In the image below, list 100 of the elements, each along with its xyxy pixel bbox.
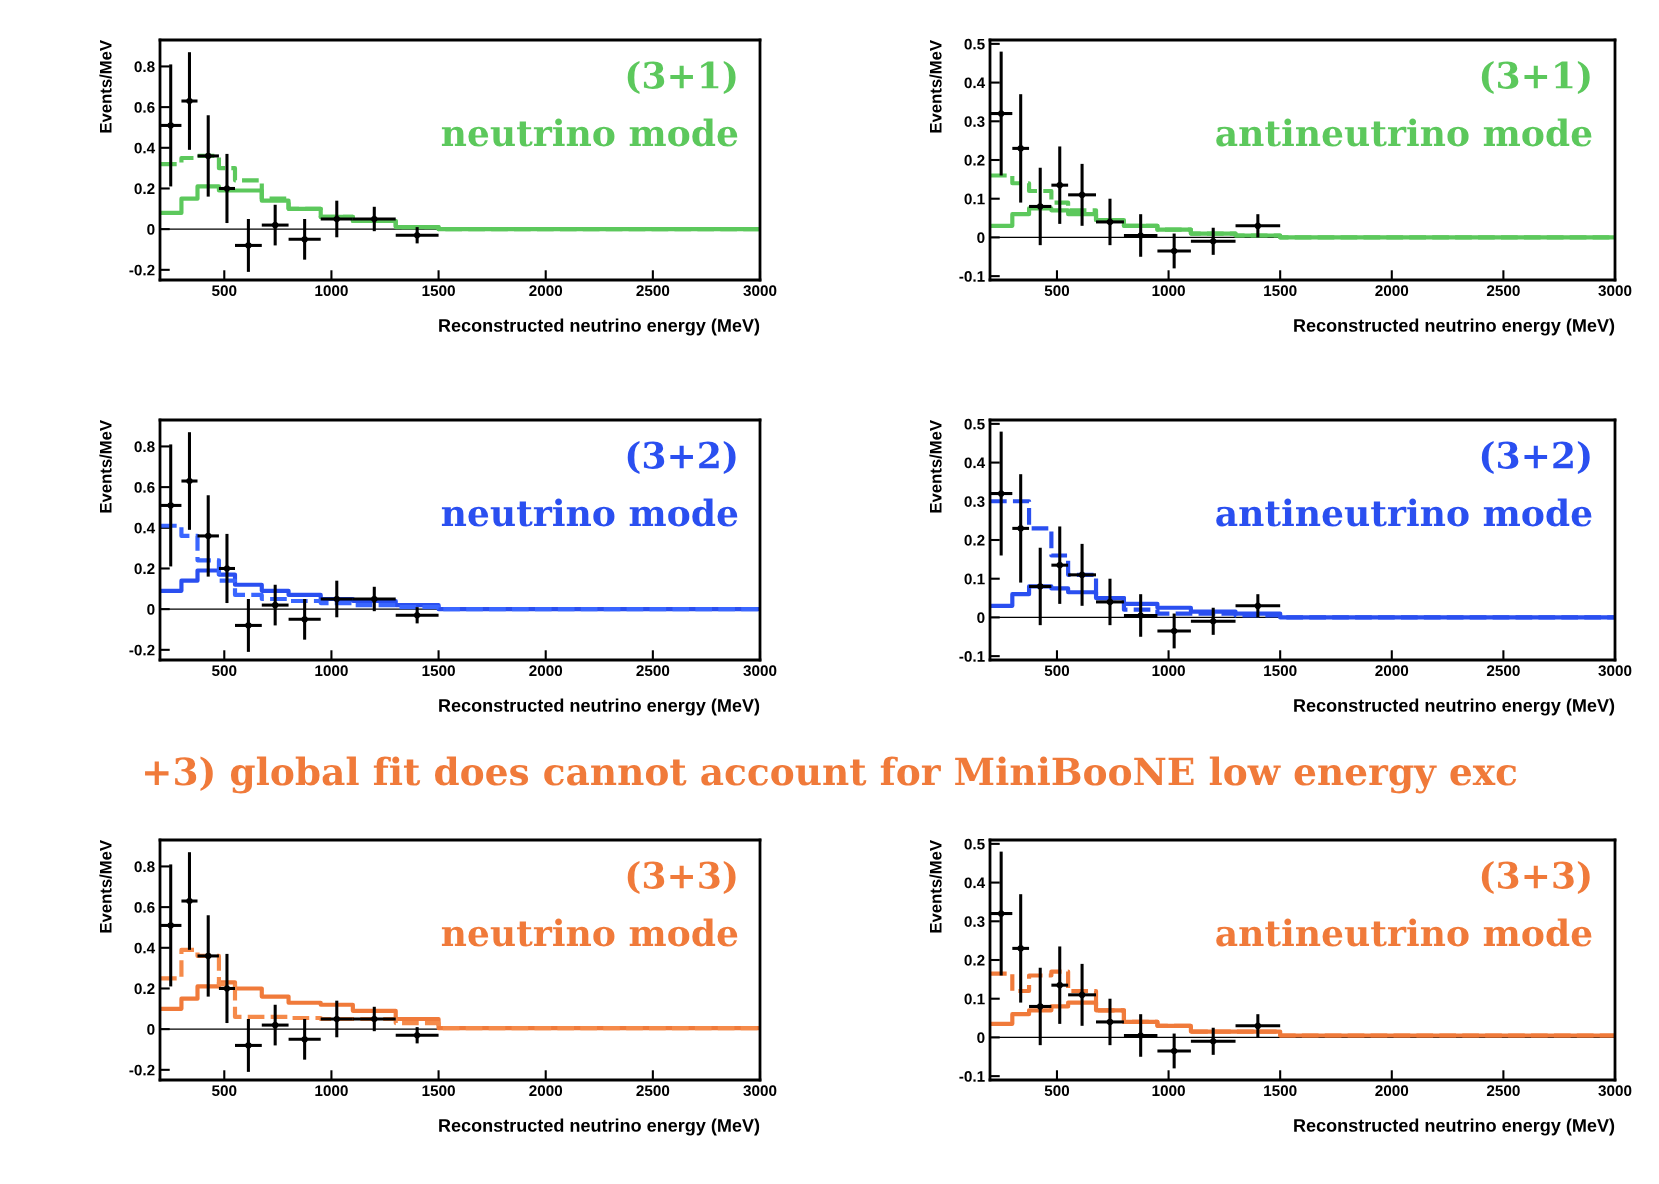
y-tick-label: 0.6 — [134, 101, 155, 113]
x-tick-label: 1000 — [1152, 1085, 1185, 1097]
y-tick-label: 0.4 — [134, 522, 156, 534]
x-tick-label: 3000 — [743, 1085, 777, 1097]
x-tick-label: 2000 — [1375, 285, 1409, 297]
y-axis-title: Events/MeV — [99, 840, 112, 933]
y-tick-label: 0 — [977, 232, 985, 244]
y-tick-label: 0.2 — [134, 183, 155, 195]
x-tick-label: 1500 — [1264, 665, 1297, 677]
y-tick-label: 0.1 — [964, 193, 985, 205]
y-axis-title: Events/MeV — [929, 840, 942, 933]
y-tick-label: 0.2 — [964, 534, 985, 546]
x-tick-label: 1500 — [1264, 1085, 1297, 1097]
y-tick-label: 0.4 — [134, 942, 156, 954]
x-tick-label: 500 — [1044, 285, 1070, 297]
x-tick-label: 1000 — [315, 285, 348, 297]
y-tick-label: -0.1 — [959, 1071, 985, 1082]
text: neutrino mode — [441, 498, 738, 527]
x-axis-title: Reconstructed neutrino energy (MeV) — [439, 318, 760, 336]
text: (3+2) — [627, 440, 736, 474]
x-axis-title: Reconstructed neutrino energy (MeV) — [439, 1118, 760, 1136]
x-tick-label: 2000 — [1375, 1085, 1409, 1097]
y-tick-label: 0 — [977, 612, 985, 624]
x-tick-label: 2500 — [1486, 1085, 1520, 1097]
text: antineutrino mode — [1216, 498, 1592, 527]
x-tick-label: 2500 — [636, 1085, 670, 1097]
y-axis-title: Events/MeV — [929, 420, 942, 513]
text: (3+1) — [627, 60, 736, 94]
y-axis-title: Events/MeV — [99, 420, 112, 513]
y-tick-label: 0.2 — [134, 563, 155, 575]
y-tick-label: -0.1 — [959, 651, 985, 662]
x-tick-label: 3000 — [1598, 285, 1632, 297]
x-tick-label: 2000 — [529, 1085, 563, 1097]
x-tick-label: 2500 — [1486, 285, 1520, 297]
x-tick-label: 500 — [212, 285, 237, 297]
y-tick-label: -0.2 — [129, 264, 155, 276]
text: antineutrino mode — [1216, 918, 1592, 947]
x-tick-label: 2000 — [529, 285, 563, 297]
y-tick-label: 0.8 — [134, 441, 155, 453]
y-tick-label: 0.2 — [964, 954, 985, 966]
y-tick-label: 0.3 — [964, 916, 985, 927]
x-axis-title: Reconstructed neutrino energy (MeV) — [1294, 1118, 1615, 1136]
y-tick-label: -0.2 — [129, 1064, 155, 1076]
x-tick-label: 1500 — [422, 1085, 455, 1097]
y-tick-label: 0.5 — [964, 38, 985, 50]
x-tick-label: 2500 — [1486, 665, 1520, 677]
x-tick-label: 1000 — [1152, 285, 1185, 297]
y-tick-label: 0.8 — [134, 61, 155, 73]
y-tick-label: 0.8 — [134, 861, 155, 873]
y-tick-label: 0.6 — [134, 901, 155, 913]
text: (3+1) — [1481, 60, 1590, 94]
x-tick-label: 3000 — [1598, 665, 1632, 677]
x-tick-label: 2500 — [636, 285, 670, 297]
y-tick-label: 0.4 — [964, 457, 986, 469]
y-tick-label: 0.3 — [964, 116, 985, 127]
x-tick-label: 500 — [212, 665, 237, 677]
text: (3+2) — [1481, 440, 1590, 474]
x-tick-label: 2000 — [1375, 665, 1409, 677]
text: (3+3) — [1481, 860, 1590, 894]
y-tick-label: 0.4 — [964, 877, 986, 889]
text: neutrino mode — [441, 918, 738, 947]
x-tick-label: 3000 — [1598, 1085, 1632, 1097]
x-tick-label: 3000 — [743, 285, 777, 297]
x-tick-label: 1500 — [422, 665, 455, 677]
y-tick-label: 0.2 — [134, 983, 155, 995]
x-tick-label: 1000 — [1152, 665, 1185, 677]
x-tick-label: 500 — [212, 1085, 237, 1097]
x-tick-label: 1500 — [422, 285, 455, 297]
y-tick-label: 0.4 — [134, 142, 156, 154]
y-tick-label: 0 — [977, 1032, 985, 1044]
text: neutrino mode — [441, 118, 738, 147]
x-tick-label: 2500 — [636, 665, 670, 677]
text: antineutrino mode — [1216, 118, 1592, 147]
x-tick-label: 3000 — [743, 665, 777, 677]
y-tick-label: 0.3 — [964, 496, 985, 507]
y-axis-title: Events/MeV — [99, 40, 112, 133]
y-tick-label: 0 — [147, 1024, 155, 1035]
y-tick-label: 0.5 — [964, 418, 985, 430]
x-tick-label: 500 — [1044, 1085, 1070, 1097]
y-tick-label: 0 — [147, 224, 155, 235]
x-axis-title: Reconstructed neutrino energy (MeV) — [439, 698, 760, 716]
x-tick-label: 1500 — [1264, 285, 1297, 297]
y-axis-title: Events/MeV — [929, 40, 942, 133]
text: +3) global fit does cannot account for MiniBooNE low energy exc — [145, 756, 1517, 794]
y-tick-label: 0 — [147, 604, 155, 615]
x-tick-label: 2000 — [529, 665, 563, 677]
y-tick-label: -0.2 — [129, 644, 155, 656]
y-tick-label: -0.1 — [959, 271, 985, 282]
y-tick-label: 0.1 — [964, 993, 985, 1005]
x-tick-label: 1000 — [315, 1085, 348, 1097]
x-tick-label: 1000 — [315, 665, 348, 677]
y-tick-label: 0.2 — [964, 154, 985, 166]
text: (3+3) — [627, 860, 736, 894]
x-axis-title: Reconstructed neutrino energy (MeV) — [1294, 318, 1615, 336]
y-tick-label: 0.4 — [964, 77, 986, 89]
x-axis-title: Reconstructed neutrino energy (MeV) — [1294, 698, 1615, 716]
x-tick-label: 500 — [1044, 665, 1070, 677]
y-tick-label: 0.6 — [134, 481, 155, 493]
y-tick-label: 0.1 — [964, 573, 985, 585]
y-tick-label: 0.5 — [964, 838, 985, 850]
